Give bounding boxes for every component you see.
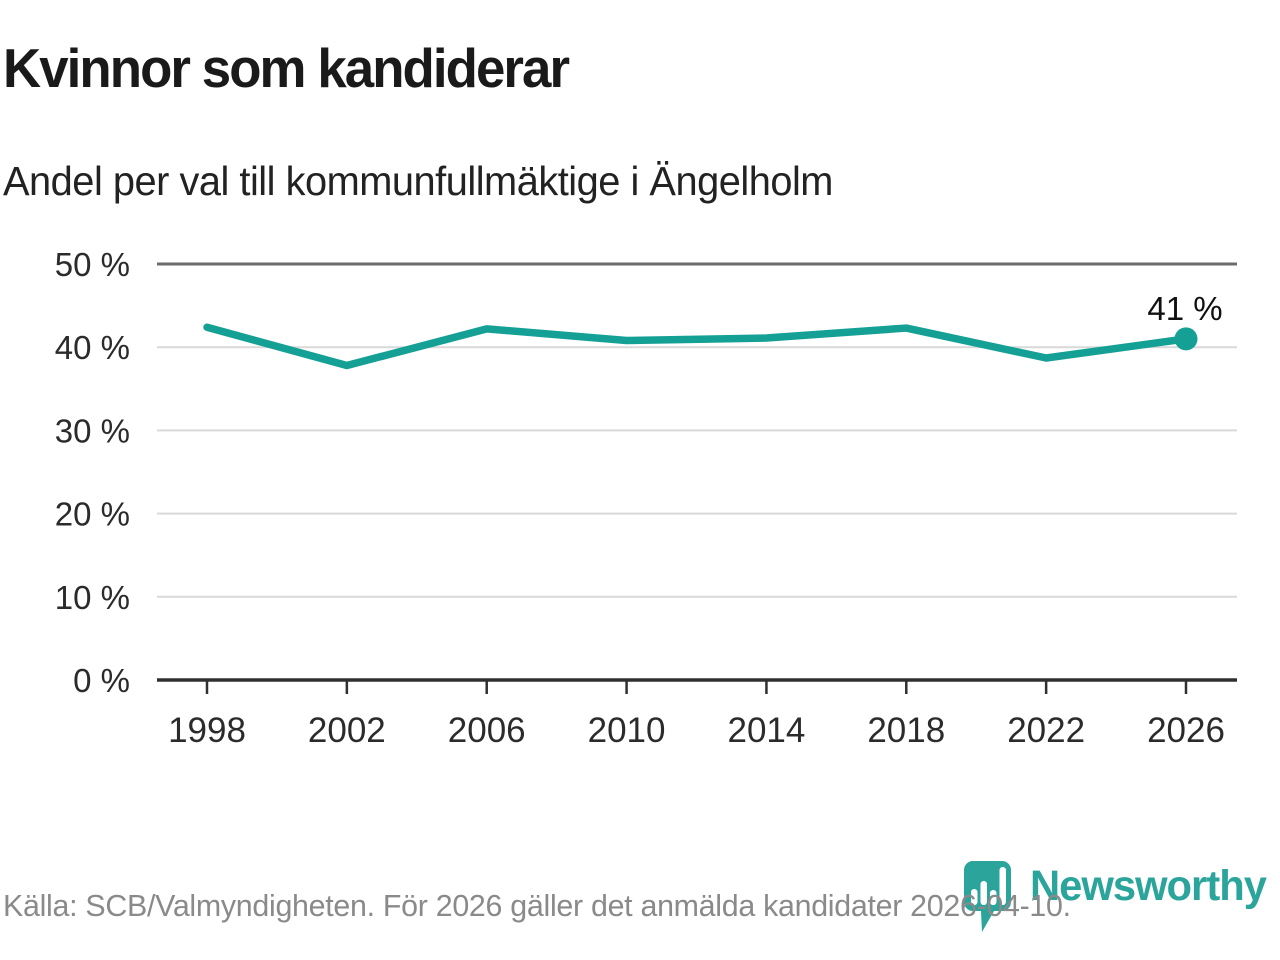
end-value-label: 41 % bbox=[1147, 290, 1222, 327]
x-axis-ticks bbox=[205, 680, 1188, 694]
y-tick-label: 50 % bbox=[55, 246, 130, 283]
x-tick-label: 2026 bbox=[1147, 711, 1225, 750]
y-tick-label: 10 % bbox=[55, 579, 130, 616]
source-note: Källa: SCB/Valmyndigheten. För 2026 gäll… bbox=[3, 888, 1071, 923]
newsworthy-bubble-chart-icon bbox=[964, 861, 1011, 932]
newsworthy-logo: Newsworthy bbox=[963, 860, 1273, 934]
x-tick-label: 2022 bbox=[1007, 711, 1085, 750]
y-axis-labels: 0 % 10 % 20 % 30 % 40 % 50 % bbox=[55, 246, 130, 699]
y-tick-label: 40 % bbox=[55, 329, 130, 366]
y-tick-label: 0 % bbox=[73, 662, 130, 699]
x-tick-label: 1998 bbox=[168, 711, 246, 750]
x-tick-label: 2014 bbox=[727, 711, 805, 750]
newsworthy-logo-text: Newsworthy bbox=[1030, 862, 1267, 910]
y-gridlines bbox=[157, 262, 1237, 682]
y-tick-label: 30 % bbox=[55, 412, 130, 449]
x-axis-labels: 1998 2002 2006 2010 2014 2018 2022 2026 bbox=[168, 711, 1225, 750]
x-tick-label: 2002 bbox=[308, 711, 386, 750]
y-tick-label: 20 % bbox=[55, 496, 130, 533]
x-tick-label: 2018 bbox=[867, 711, 945, 750]
x-tick-label: 2006 bbox=[448, 711, 526, 750]
chart-subtitle: Andel per val till kommunfullmäktige i Ä… bbox=[3, 158, 833, 204]
x-tick-label: 2010 bbox=[588, 711, 666, 750]
page-title: Kvinnor som kandiderar bbox=[3, 37, 570, 99]
data-line bbox=[203, 323, 1190, 370]
end-point-marker bbox=[1174, 327, 1198, 351]
